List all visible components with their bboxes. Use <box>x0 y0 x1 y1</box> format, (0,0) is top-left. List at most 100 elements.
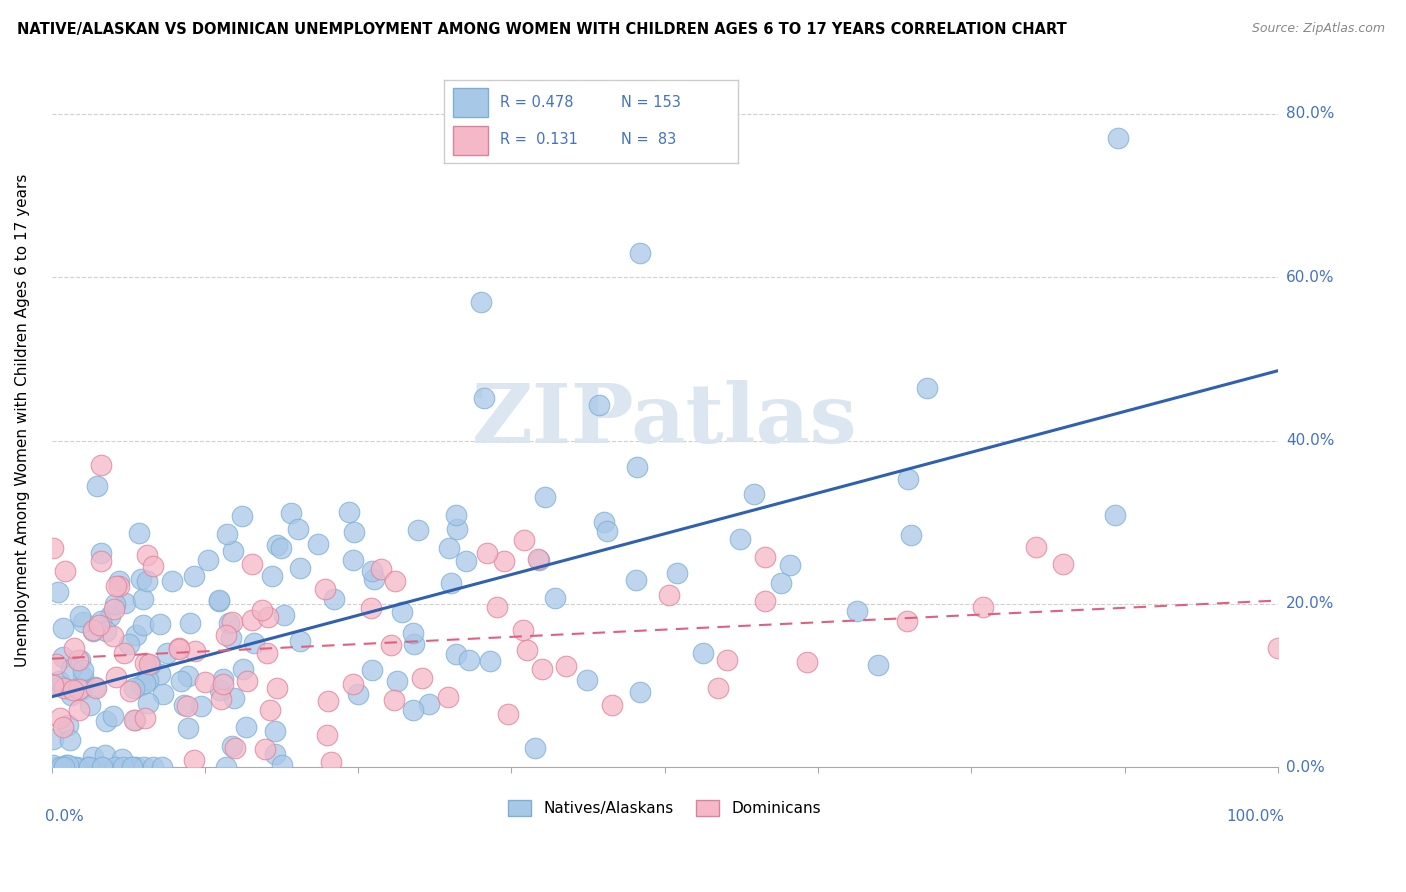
Point <box>162 574 184 588</box>
Point <box>222 690 245 705</box>
Point <box>108 579 131 593</box>
Text: NATIVE/ALASKAN VS DOMINICAN UNEMPLOYMENT AMONG WOMEN WITH CHILDREN AGES 6 TO 17 : NATIVE/ALASKAN VS DOMINICAN UNEMPLOYMENT… <box>17 22 1067 37</box>
Text: 60.0%: 60.0% <box>1286 269 1334 285</box>
Point <box>60 662 83 676</box>
Point <box>104 670 127 684</box>
Point <box>42 731 65 746</box>
Point <box>754 593 776 607</box>
Point <box>534 490 557 504</box>
Point <box>122 714 145 728</box>
Point <box>240 613 263 627</box>
Point <box>575 673 598 688</box>
Point <box>42 678 65 692</box>
Point <box>134 711 156 725</box>
Point <box>132 760 155 774</box>
Point <box>845 605 868 619</box>
Point <box>273 607 295 622</box>
Point <box>94 747 117 762</box>
Point <box>63 760 86 774</box>
Point <box>129 677 152 691</box>
Point <box>769 575 792 590</box>
Point <box>385 674 408 689</box>
Point <box>179 615 201 630</box>
Text: Source: ZipAtlas.com: Source: ZipAtlas.com <box>1251 22 1385 36</box>
Point <box>46 585 69 599</box>
Point <box>624 573 647 587</box>
Point <box>437 690 460 704</box>
Legend: Natives/Alaskans, Dominicans: Natives/Alaskans, Dominicans <box>502 794 827 822</box>
Point <box>72 671 94 685</box>
Point <box>87 618 110 632</box>
Point <box>45 760 67 774</box>
Point <box>111 752 134 766</box>
Point <box>257 610 280 624</box>
Point <box>270 541 292 555</box>
Point <box>742 487 765 501</box>
Point <box>236 673 259 688</box>
Point <box>593 515 616 529</box>
Text: 0.0%: 0.0% <box>45 809 84 824</box>
Point <box>475 546 498 560</box>
Point <box>104 760 127 774</box>
Point <box>437 541 460 555</box>
Point <box>169 641 191 656</box>
Point <box>134 676 156 690</box>
Text: 40.0%: 40.0% <box>1286 433 1334 448</box>
Point <box>49 760 72 774</box>
Point <box>104 579 127 593</box>
Point <box>90 615 112 629</box>
Point <box>1108 131 1130 145</box>
Point <box>319 755 342 769</box>
Text: 100.0%: 100.0% <box>1226 809 1284 824</box>
Point <box>121 760 143 774</box>
Point <box>716 653 738 667</box>
Point <box>342 524 364 539</box>
Point <box>72 663 94 677</box>
Point <box>52 649 75 664</box>
Point <box>90 458 112 472</box>
Point <box>209 692 232 706</box>
Point <box>402 625 425 640</box>
Point <box>972 600 994 615</box>
Point <box>45 657 67 671</box>
Point <box>183 753 205 767</box>
Point <box>142 760 165 774</box>
Text: 20.0%: 20.0% <box>1286 597 1334 611</box>
Point <box>67 703 90 717</box>
Point <box>183 569 205 583</box>
Point <box>665 566 688 581</box>
Point <box>554 659 576 673</box>
Point <box>132 591 155 606</box>
Point <box>221 739 243 754</box>
Point <box>754 550 776 565</box>
Point <box>96 714 118 728</box>
Point <box>221 615 243 629</box>
Point <box>868 658 890 673</box>
Point <box>470 294 492 309</box>
Point <box>90 546 112 560</box>
Point <box>219 631 242 645</box>
Point <box>77 760 100 774</box>
Point <box>658 588 681 602</box>
Point <box>52 621 75 635</box>
Point <box>526 552 548 566</box>
Point <box>391 605 413 619</box>
Point <box>342 553 364 567</box>
Point <box>900 528 922 542</box>
Point <box>360 601 382 615</box>
Point <box>316 728 339 742</box>
Point <box>515 643 537 657</box>
Point <box>193 675 215 690</box>
Point <box>440 575 463 590</box>
Point <box>280 506 302 520</box>
Point <box>494 554 516 568</box>
Point <box>626 459 648 474</box>
Point <box>266 681 288 695</box>
Point <box>530 662 553 676</box>
Point <box>692 647 714 661</box>
Point <box>98 608 121 623</box>
Point <box>111 760 134 774</box>
Point <box>56 758 79 772</box>
Point <box>796 655 818 669</box>
Point <box>79 698 101 713</box>
